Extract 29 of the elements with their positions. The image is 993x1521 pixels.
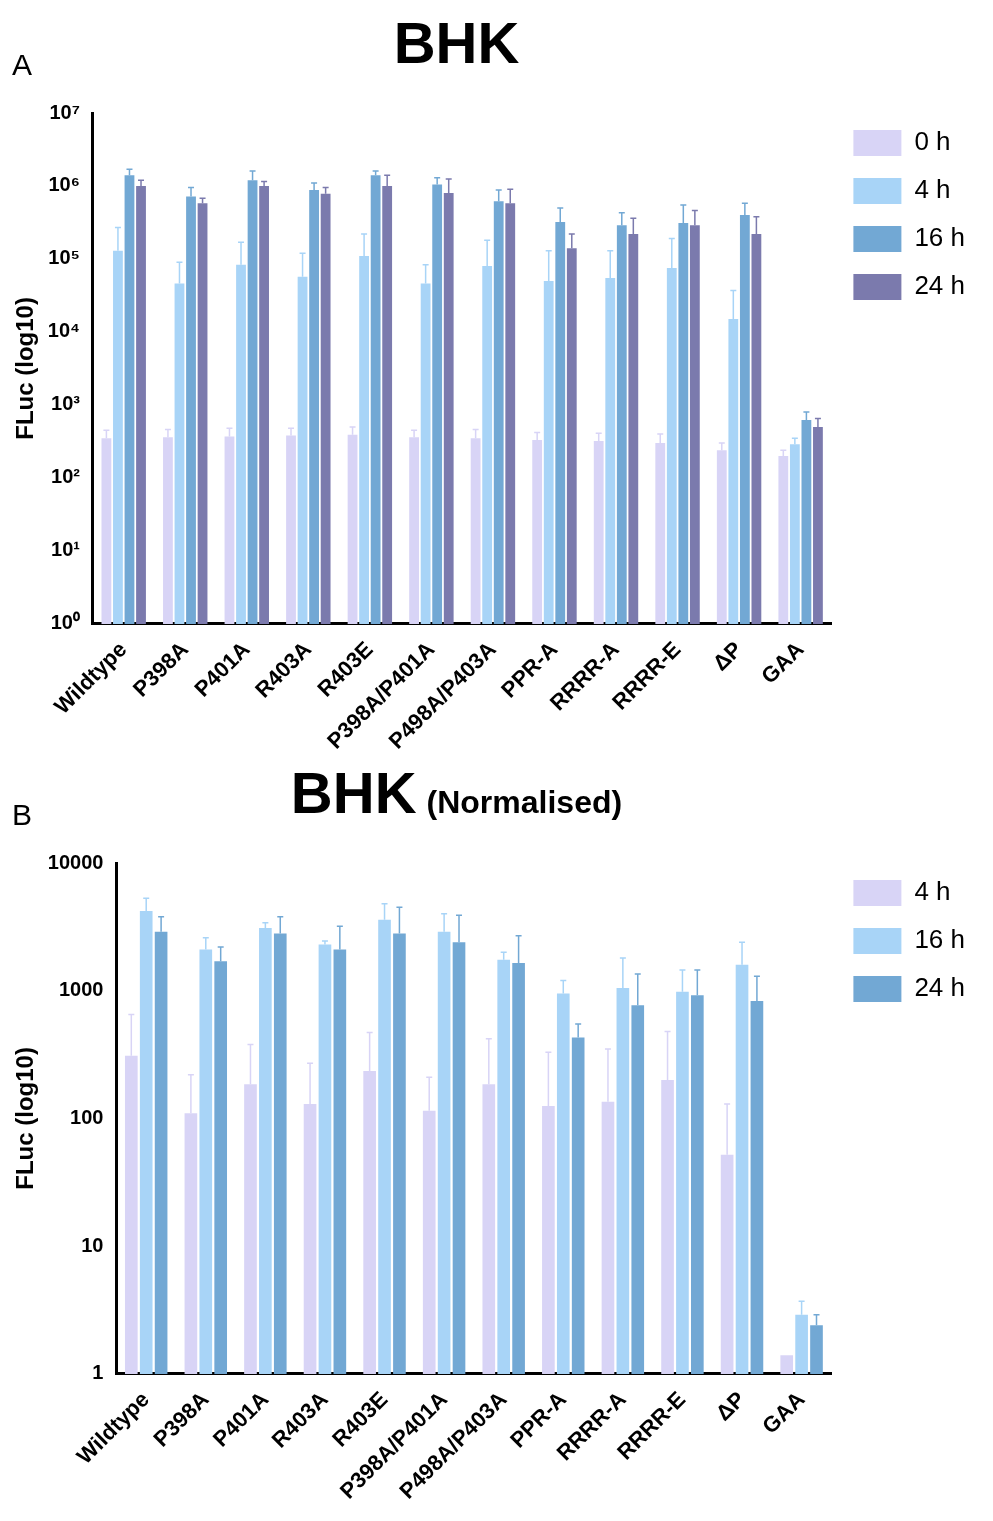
chart-title: BHK (290, 760, 417, 825)
y-axis-title: FLuc (log10) (11, 297, 39, 440)
y-tick-label: 10000 (47, 850, 104, 873)
y-tick-label: 100 (70, 1105, 104, 1128)
legend-label: 16 h (914, 924, 966, 955)
chart-title: BHK (393, 10, 520, 75)
x-tick-label: ΔP (707, 636, 747, 676)
y-tick-label: 10⁶ (48, 173, 80, 196)
y-axis-title: FLuc (log10) (11, 1047, 39, 1190)
x-tick-label: ΔP (710, 1386, 750, 1426)
legend-label: 24 h (914, 270, 966, 301)
y-tick-label: 10¹ (51, 538, 81, 561)
chart-subtitle: (Normalised) (426, 784, 623, 820)
y-tick-label: 10⁰ (50, 611, 80, 634)
y-tick-label: 1000 (58, 978, 104, 1001)
legend-label: 4 h (914, 174, 951, 205)
legend-label: 24 h (914, 972, 966, 1003)
y-tick-label: 1 (92, 1361, 104, 1384)
y-tick-label: 10 (81, 1233, 104, 1256)
y-tick-label: 10⁴ (47, 319, 80, 342)
text: A (12, 48, 33, 82)
legend-label: 4 h (914, 876, 951, 907)
text: B (12, 798, 33, 832)
legend-label: 0 h (914, 126, 951, 157)
legend-label: 16 h (914, 222, 966, 253)
y-tick-label: 10⁵ (48, 246, 80, 269)
y-tick-label: 10² (51, 465, 81, 488)
y-tick-label: 10⁷ (49, 100, 80, 123)
y-tick-label: 10³ (51, 392, 81, 415)
